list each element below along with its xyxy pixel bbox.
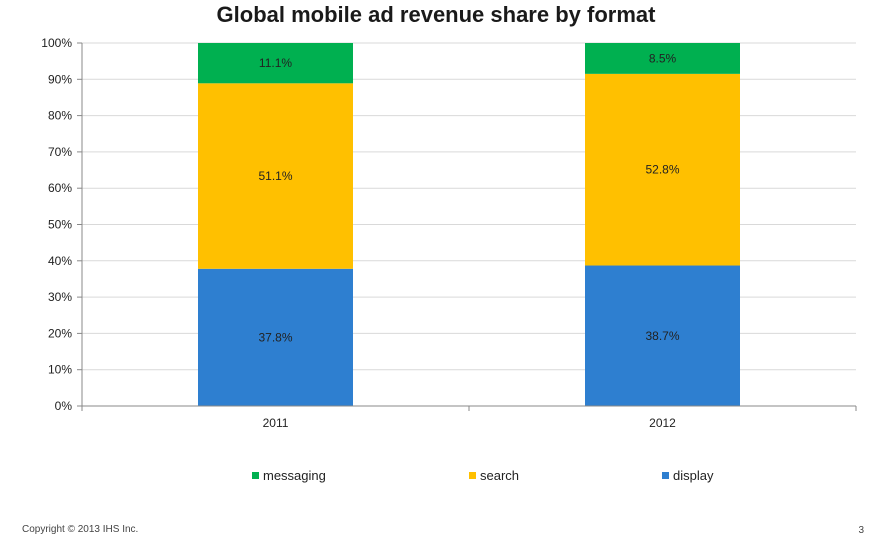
legend-label-search: search	[480, 468, 520, 483]
copyright-text: Copyright © 2013 IHS Inc.	[22, 524, 139, 535]
page-number: 3	[858, 525, 864, 536]
data-label-display-2012: 38.7%	[645, 329, 679, 343]
legend-label-display: display	[673, 468, 714, 483]
y-tick-label: 30%	[48, 290, 72, 304]
y-tick-label: 20%	[48, 326, 72, 340]
y-tick-label: 80%	[48, 109, 72, 123]
legend-swatch-display	[662, 472, 669, 479]
x-tick-label: 2011	[263, 416, 289, 430]
legend-item-messaging: messaging	[252, 468, 326, 483]
data-label-search-2012: 52.8%	[645, 163, 679, 177]
bar-segment-search-2011	[198, 83, 353, 269]
y-tick-label: 50%	[48, 218, 72, 232]
data-label-display-2011: 37.8%	[258, 330, 292, 344]
legend-item-search: search	[469, 468, 519, 483]
chart-title: Global mobile ad revenue share by format	[216, 2, 656, 27]
x-tick-label: 2012	[649, 416, 676, 430]
bar-segment-display-2011	[198, 268, 353, 406]
legend-swatch-messaging	[252, 472, 259, 479]
y-tick-label: 60%	[48, 181, 72, 195]
y-tick-label: 90%	[48, 72, 72, 86]
y-tick-label: 10%	[48, 363, 72, 377]
data-label-messaging-2011: 11.1%	[259, 56, 292, 70]
y-tick-label: 40%	[48, 254, 72, 268]
data-label-messaging-2012: 8.5%	[649, 51, 677, 65]
legend-swatch-search	[469, 472, 476, 479]
data-label-search-2011: 51.1%	[258, 169, 292, 183]
y-tick-label: 100%	[41, 36, 72, 50]
legend-label-messaging: messaging	[263, 468, 326, 483]
y-tick-label: 0%	[55, 399, 73, 413]
legend-item-display: display	[662, 468, 713, 483]
bar-segment-messaging-2012	[585, 43, 740, 74]
chart-legend: messaging search display	[0, 468, 872, 486]
bar-segment-search-2012	[585, 73, 740, 266]
y-tick-label: 70%	[48, 145, 72, 159]
bar-segment-messaging-2011	[198, 43, 353, 84]
bar-segment-display-2012	[585, 265, 740, 406]
